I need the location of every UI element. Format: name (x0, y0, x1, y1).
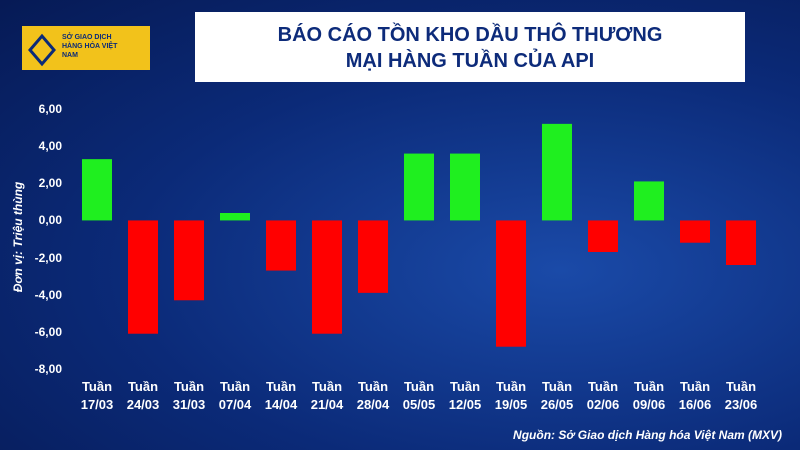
bar (680, 220, 710, 243)
y-tick-label: 0,00 (38, 213, 62, 228)
x-tick-label: Tuần 14/04 (264, 379, 298, 412)
title-box (195, 12, 745, 82)
bar (726, 220, 756, 265)
x-tick-label: Tuần 31/03 (172, 379, 206, 412)
y-tick-label: -8,00 (34, 362, 62, 376)
y-tick-label: 4,00 (38, 139, 62, 154)
bar (358, 220, 388, 293)
bar (404, 153, 434, 221)
x-tick-label: Tuần 16/06 (678, 379, 712, 412)
y-tick-label: 6,00 (38, 102, 62, 116)
y-tick-label: -2,00 (34, 250, 62, 265)
logo-text: SỞ GIAO DỊCH HÀNG HÓA VIỆT NAM (62, 34, 118, 59)
y-tick-label: -6,00 (34, 324, 62, 339)
bar (588, 220, 618, 252)
bar (542, 123, 572, 221)
bar (496, 220, 526, 347)
x-tick-label: Tuần 19/05 (494, 379, 528, 412)
logo-icon (28, 33, 56, 67)
x-tick-label: Tuần 23/06 (724, 379, 758, 412)
x-tick-label: Tuần 09/06 (632, 379, 666, 412)
bar (312, 220, 342, 334)
x-tick-label: Tuần 17/03 (80, 379, 114, 412)
bar (128, 220, 158, 334)
bar (266, 220, 296, 271)
x-tick-label: Tuần 24/03 (126, 379, 160, 412)
x-tick-label: Tuần 12/05 (448, 379, 482, 412)
x-tick-label: Tuần 21/04 (310, 379, 344, 412)
x-tick-label: Tuần 26/05 (540, 379, 574, 412)
source-note: Nguồn: Sở Giao dịch Hàng hóa Việt Nam (M… (513, 428, 782, 442)
chart-title: BÁO CÁO TỒN KHO DẦU THÔ THƯƠNG MẠI HÀNG … (277, 24, 663, 72)
x-tick-label: Tuần 02/06 (586, 379, 620, 412)
y-tick-label: 2,00 (38, 176, 62, 191)
y-tick-label: -4,00 (34, 287, 62, 302)
x-tick-label: Tuần 28/04 (356, 379, 390, 412)
bar (220, 213, 250, 221)
bar (174, 220, 204, 301)
bar (450, 153, 480, 221)
bar (82, 159, 112, 221)
x-tick-label: Tuần 05/05 (402, 379, 436, 412)
x-tick-label: Tuần 07/04 (218, 379, 252, 412)
bar (634, 181, 664, 221)
